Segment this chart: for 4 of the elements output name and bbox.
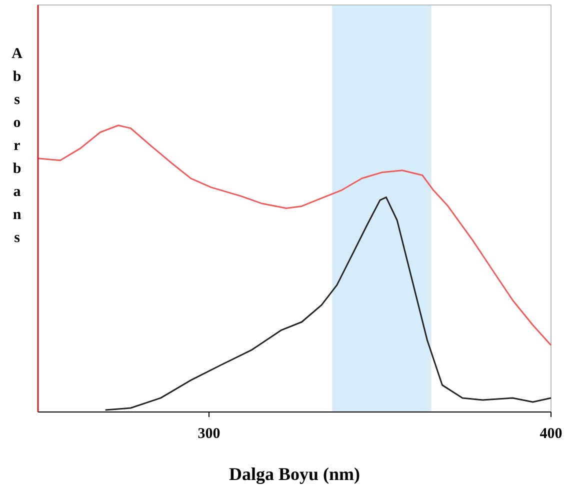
- x-tick-label: 400: [540, 426, 562, 442]
- text: Absorbans: [12, 46, 22, 246]
- x-tick-label: 300: [198, 426, 220, 442]
- x-axis-title: Dalga Boyu (nm): [228, 464, 360, 484]
